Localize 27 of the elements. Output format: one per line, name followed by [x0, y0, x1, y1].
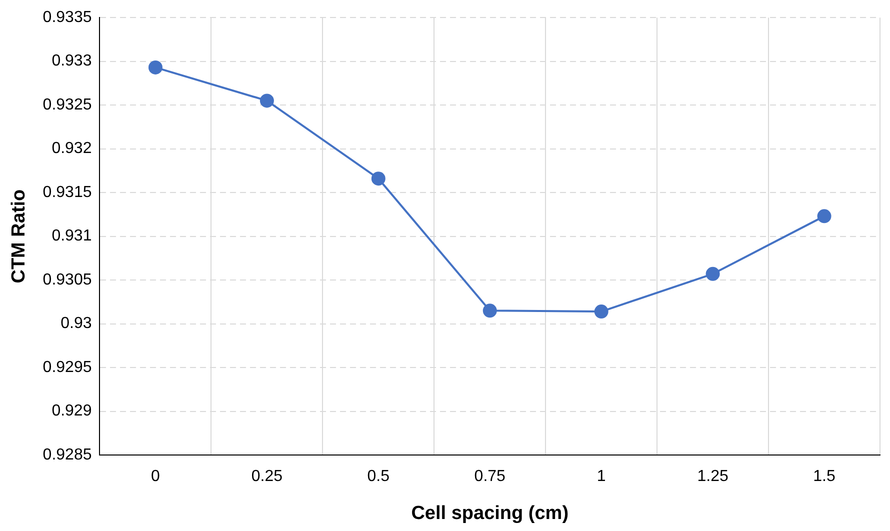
y-tick-label: 0.9305: [42, 271, 92, 288]
x-tick-label: 0.75: [474, 468, 506, 486]
point: [371, 172, 386, 186]
y-tick-label: 0.9335: [42, 9, 92, 26]
point: [148, 60, 162, 74]
x-tick-label: 1: [596, 468, 606, 486]
y-tick-label: 0.929: [52, 402, 92, 420]
y-tick-label: 0.9315: [42, 184, 92, 201]
y-tick-label: 0.9295: [42, 358, 92, 376]
point: [594, 304, 608, 319]
y-tick-label: 0.9285: [42, 446, 92, 464]
x-tick-label: 1.25: [697, 468, 728, 486]
y-tick-label: 0.9325: [42, 96, 92, 114]
y-axis-title: CTM Ratio: [8, 189, 30, 284]
x-tick-label: 0: [151, 468, 160, 486]
y-tick-label: 0.931: [52, 228, 92, 245]
x-tick-label: 0.25: [251, 468, 283, 486]
point: [817, 209, 832, 224]
y-tick-label: 0.933: [52, 52, 92, 70]
x-tick-label: 1.5: [813, 468, 836, 486]
x-axis-title: Cell spacing (cm): [411, 502, 569, 524]
point: [260, 94, 274, 108]
point: [706, 266, 720, 281]
y-tick-label: 0.93: [60, 315, 92, 332]
y-tick-label: 0.932: [52, 140, 92, 158]
point: [482, 304, 497, 318]
x-tick-label: 0.5: [367, 468, 390, 486]
